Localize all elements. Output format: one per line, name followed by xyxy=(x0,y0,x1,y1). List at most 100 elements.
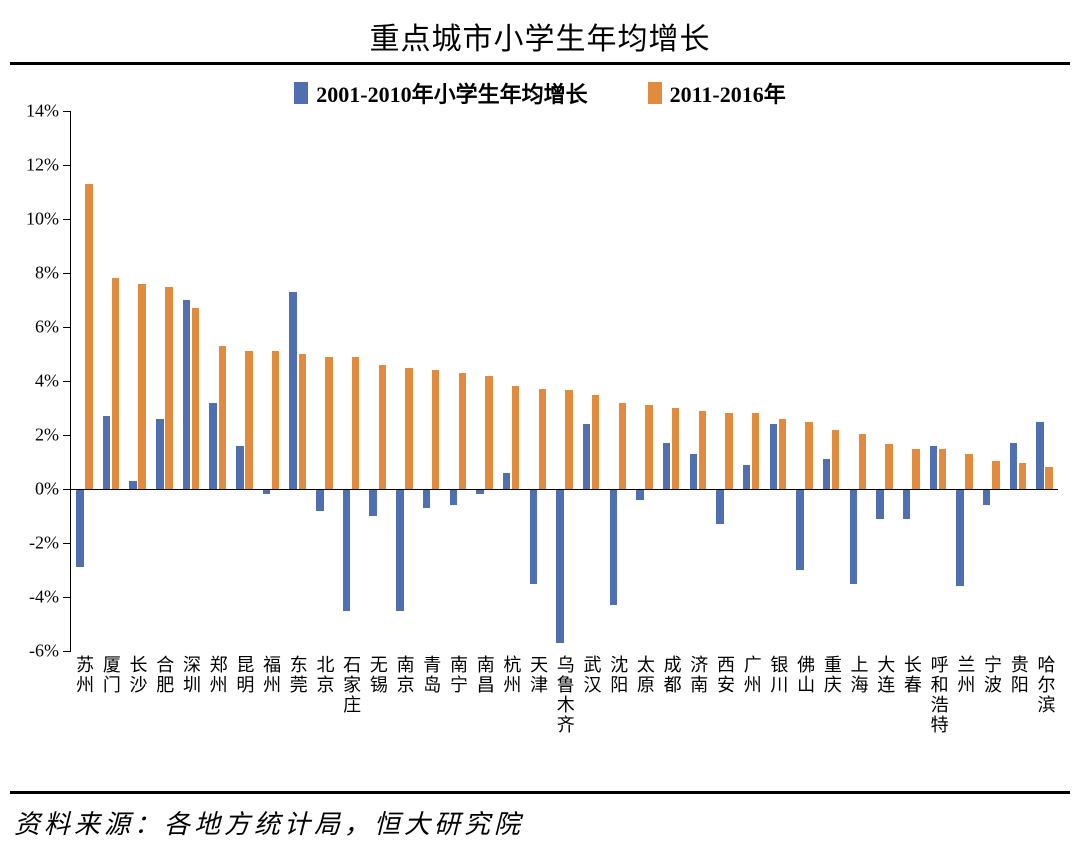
bar xyxy=(1010,443,1017,489)
bar xyxy=(236,446,243,489)
category-slot xyxy=(1005,111,1032,651)
x-tick-label: 深圳 xyxy=(179,655,201,695)
bar xyxy=(903,489,910,519)
x-tick-label: 合肥 xyxy=(153,655,175,695)
bar xyxy=(823,459,830,489)
category-slot xyxy=(204,111,231,651)
category-slot xyxy=(925,111,952,651)
bar xyxy=(672,408,679,489)
bar xyxy=(192,308,199,489)
bar xyxy=(1036,422,1043,490)
bar xyxy=(76,489,83,567)
y-tick-label: -2% xyxy=(29,533,71,554)
x-tick-label: 呼和浩特 xyxy=(927,655,949,735)
x-tick-label: 长沙 xyxy=(126,655,148,695)
bar xyxy=(379,365,386,489)
category-slot xyxy=(98,111,125,651)
category-slot xyxy=(231,111,258,651)
bar xyxy=(1019,463,1026,489)
category-slot xyxy=(658,111,685,651)
x-tick-label: 银川 xyxy=(767,655,789,695)
x-tick-label: 北京 xyxy=(313,655,335,695)
x-tick-label: 太原 xyxy=(633,655,655,695)
category-slot xyxy=(765,111,792,651)
legend-swatch xyxy=(294,82,308,104)
y-tick-label: 14% xyxy=(26,101,71,122)
y-tick-label: 6% xyxy=(35,317,71,338)
bar xyxy=(859,434,866,489)
category-slot xyxy=(685,111,712,651)
bar xyxy=(805,422,812,490)
legend-item: 2001-2010年小学生年均增长 xyxy=(294,77,587,109)
x-tick-label: 无锡 xyxy=(366,655,388,695)
bar xyxy=(716,489,723,524)
y-tick-label: -4% xyxy=(29,587,71,608)
bar xyxy=(1045,467,1052,489)
bar xyxy=(885,444,892,489)
legend-swatch xyxy=(648,82,662,104)
source-line: 资料来源：各地方统计局，恒大研究院 xyxy=(10,794,1070,841)
category-slot xyxy=(258,111,285,651)
category-slot xyxy=(951,111,978,651)
bar xyxy=(956,489,963,586)
chart-title: 重点城市小学生年均增长 xyxy=(10,8,1070,62)
x-tick-label: 贵阳 xyxy=(1007,655,1029,695)
bar xyxy=(129,481,136,489)
category-slot xyxy=(818,111,845,651)
category-slot xyxy=(471,111,498,651)
x-tick-label: 天津 xyxy=(527,655,549,695)
x-tick-label: 乌鲁木齐 xyxy=(553,655,575,735)
bar xyxy=(610,489,617,605)
bar xyxy=(939,449,946,490)
bar xyxy=(325,357,332,489)
bar xyxy=(912,449,919,490)
y-tick-label: 8% xyxy=(35,263,71,284)
x-tick-label: 哈尔滨 xyxy=(1034,655,1056,715)
category-slot xyxy=(631,111,658,651)
x-tick-label: 广州 xyxy=(740,655,762,695)
bar xyxy=(965,454,972,489)
bars-layer xyxy=(71,111,1058,651)
category-slot xyxy=(311,111,338,651)
category-slot xyxy=(498,111,525,651)
bar xyxy=(299,354,306,489)
bar xyxy=(725,413,732,489)
category-slot xyxy=(578,111,605,651)
bar xyxy=(832,430,839,489)
category-slot xyxy=(711,111,738,651)
y-tick-label: 4% xyxy=(35,371,71,392)
bar xyxy=(645,405,652,489)
bar xyxy=(209,403,216,489)
category-slot xyxy=(284,111,311,651)
x-tick-label: 兰州 xyxy=(954,655,976,695)
y-tick-label: 0% xyxy=(35,479,71,500)
category-slot xyxy=(338,111,365,651)
x-tick-label: 昆明 xyxy=(233,655,255,695)
bar xyxy=(85,184,92,489)
bar xyxy=(619,403,626,489)
bar xyxy=(245,351,252,489)
category-slot xyxy=(444,111,471,651)
bar xyxy=(450,489,457,505)
x-tick-label: 郑州 xyxy=(206,655,228,695)
x-tick-label: 济南 xyxy=(687,655,709,695)
x-tick-label: 成都 xyxy=(660,655,682,695)
bar xyxy=(743,465,750,489)
bar xyxy=(779,419,786,489)
bar xyxy=(530,489,537,584)
bar xyxy=(352,357,359,489)
bar xyxy=(690,454,697,489)
chart-container: 重点城市小学生年均增长 2001-2010年小学生年均增长2011-2016年 … xyxy=(0,0,1080,800)
category-slot xyxy=(551,111,578,651)
bar xyxy=(138,284,145,489)
x-tick-label: 南京 xyxy=(393,655,415,695)
bar xyxy=(396,489,403,611)
bar xyxy=(752,413,759,489)
x-tick-label: 南昌 xyxy=(473,655,495,695)
category-slot xyxy=(178,111,205,651)
y-tick-label: 12% xyxy=(26,155,71,176)
legend-label: 2001-2010年小学生年均增长 xyxy=(316,77,587,109)
legend: 2001-2010年小学生年均增长2011-2016年 xyxy=(10,65,1070,111)
zero-axis xyxy=(71,489,1058,490)
category-slot xyxy=(978,111,1005,651)
